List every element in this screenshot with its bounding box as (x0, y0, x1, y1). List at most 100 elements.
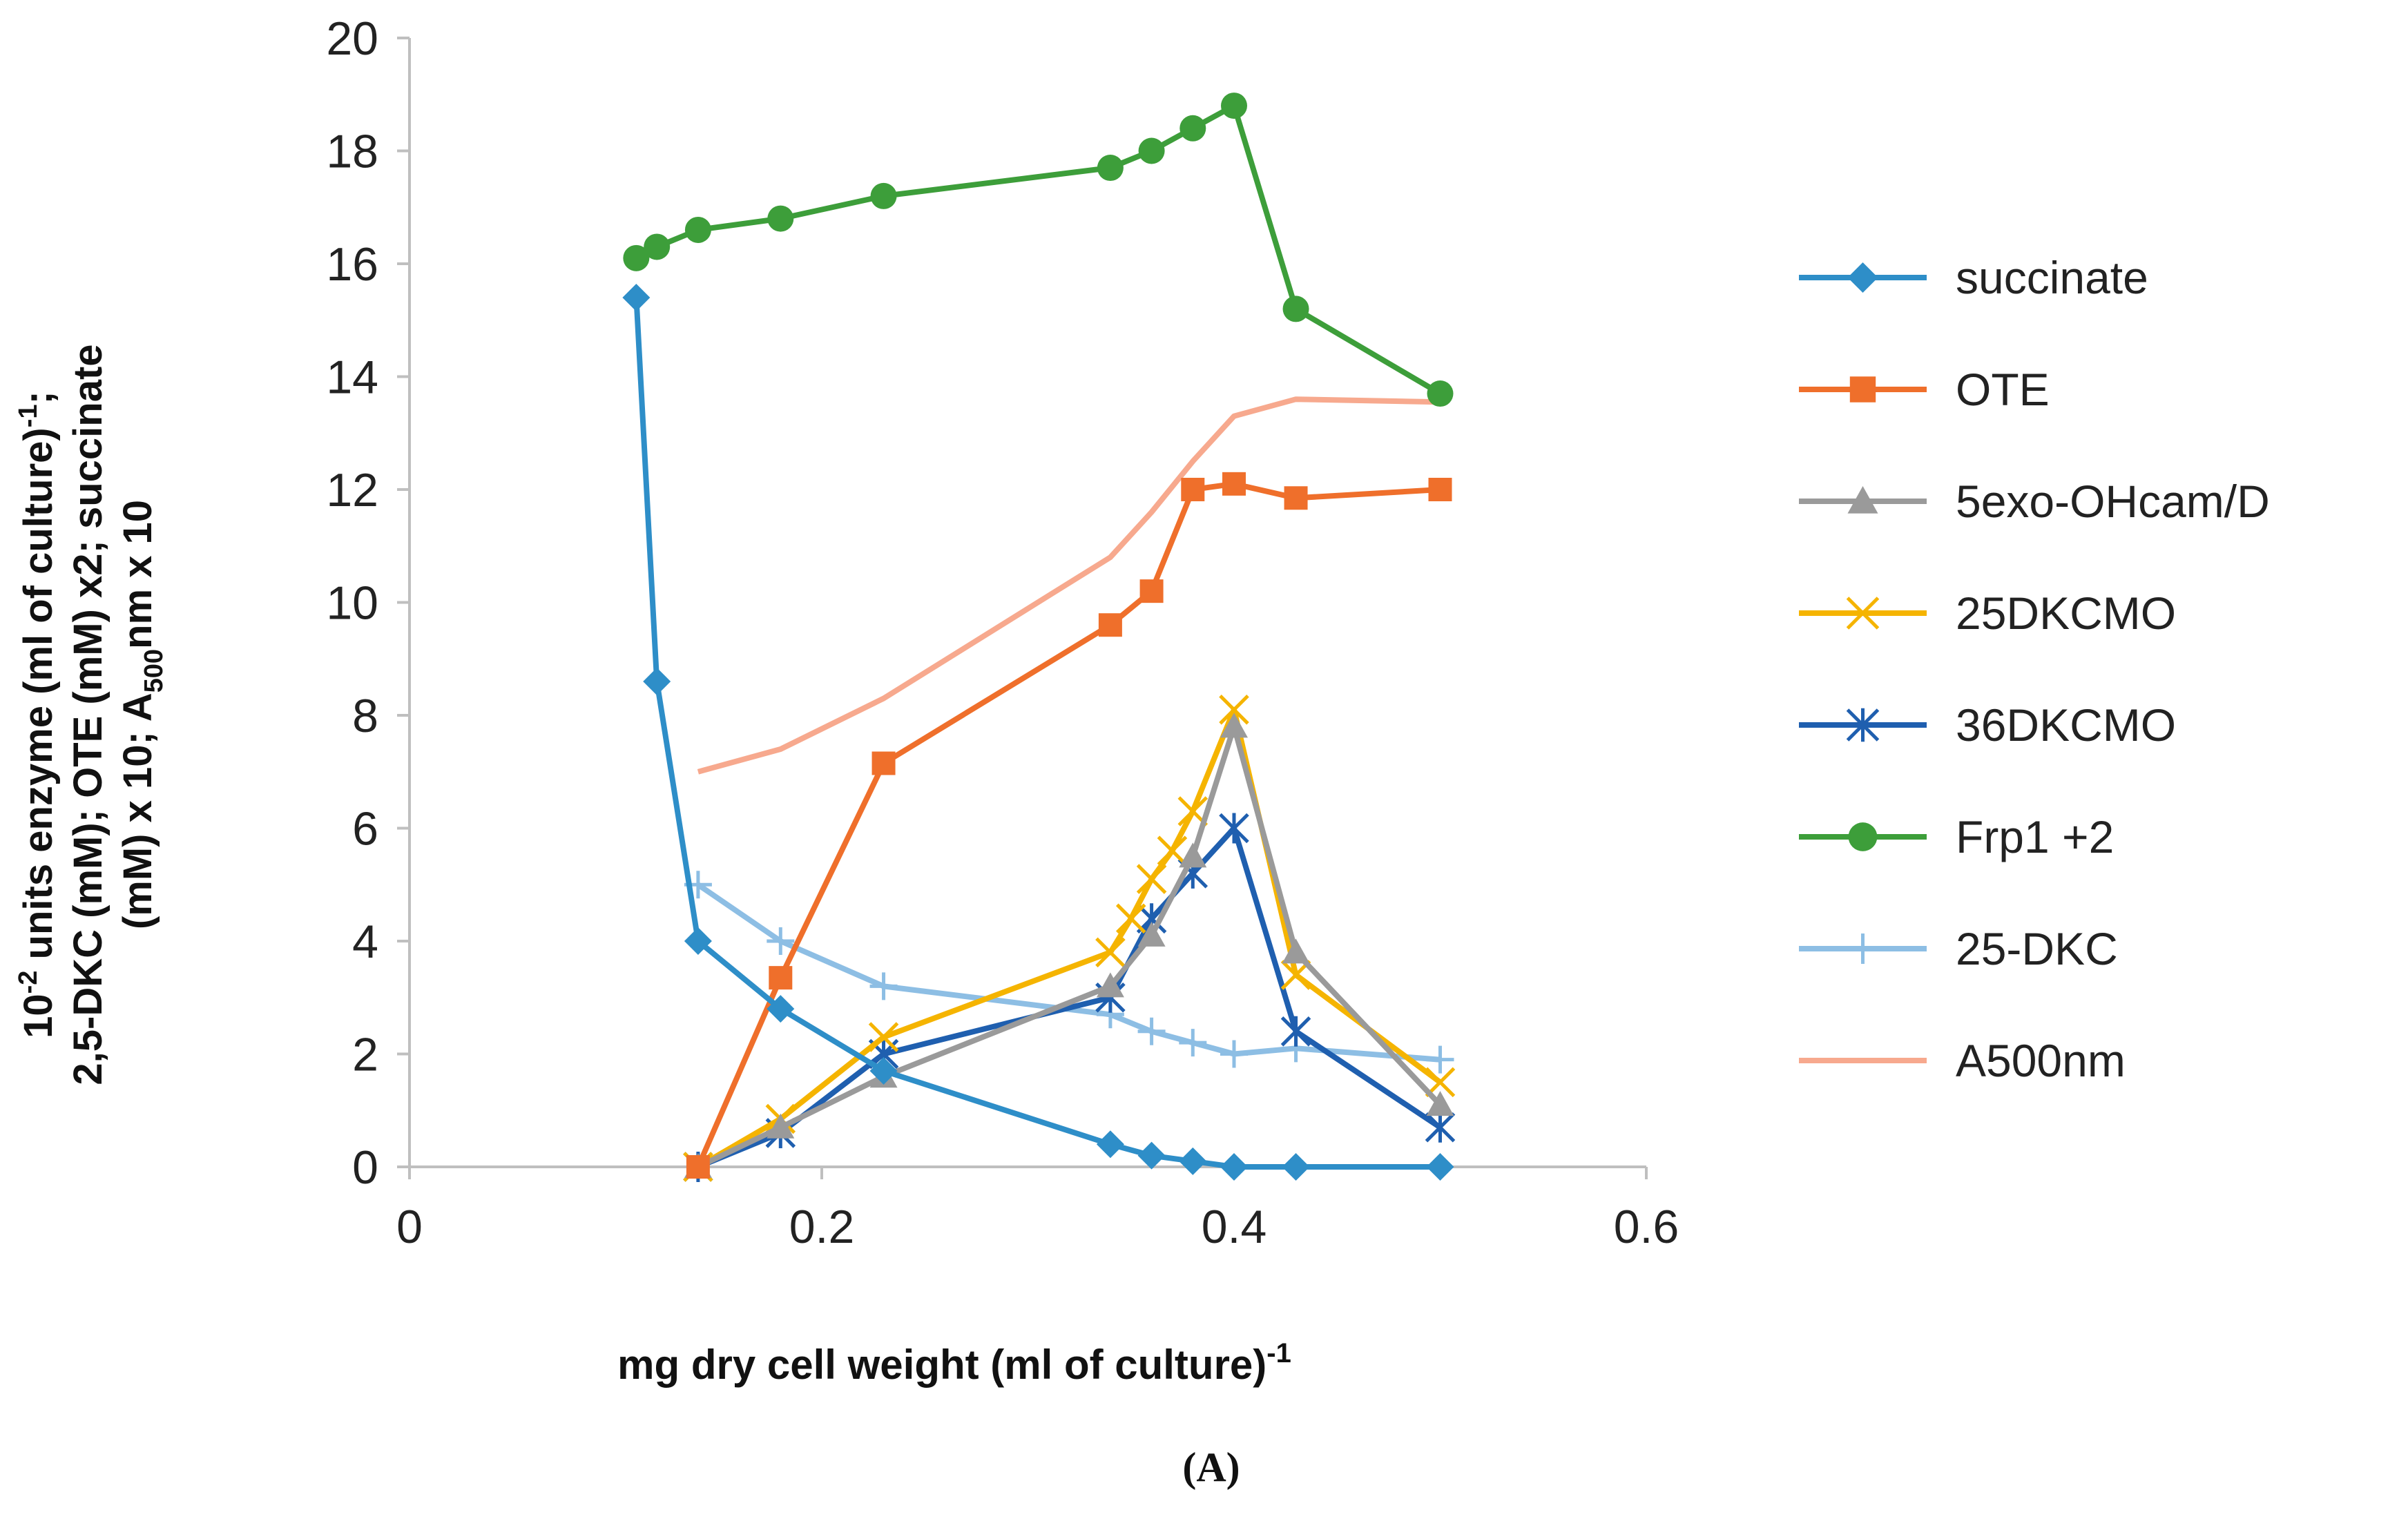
legend-item: 36DKCMO (1799, 699, 2176, 751)
y-axis-label-sup1: -2 (14, 971, 43, 994)
legend-item: 5exo-OHcam/D (1799, 476, 2270, 527)
square-marker (1139, 579, 1164, 603)
y-axis-label: 10-2 units enzyme (ml of culture)-1; 2,5… (14, 344, 168, 1085)
y-tick-label: 4 (352, 916, 378, 968)
triangle-marker (1179, 842, 1207, 868)
y-tick-label: 10 (326, 577, 378, 630)
y-tick-label: 6 (352, 803, 378, 855)
series-line-25-dkc (696, 882, 1441, 1063)
triangle-marker (1220, 713, 1248, 738)
circle-marker (644, 233, 671, 260)
legend-item: 25-DKC (1799, 923, 2118, 974)
series-25-dkc (684, 871, 1454, 1074)
plus-marker (1426, 1045, 1454, 1074)
series-5exo-ohcam-d (684, 713, 1454, 1178)
y-tick-label: 2 (352, 1029, 378, 1081)
diamond-marker (1847, 262, 1878, 293)
asterisk-marker (1219, 813, 1249, 844)
series-layer (622, 93, 1456, 1182)
circle-marker (870, 182, 897, 209)
diamond-marker (1137, 1141, 1166, 1170)
legend-item: 25DKCMO (1799, 588, 2176, 639)
legend-item: succinate (1799, 252, 2148, 303)
square-marker (686, 1155, 710, 1179)
y-axis-label-line3: (mM) x 10; A500nm x 10 (115, 500, 168, 929)
asterisk-marker (1280, 1016, 1311, 1047)
x-tick-label: 0 (396, 1201, 423, 1253)
legend-label: 25-DKC (1956, 923, 2118, 974)
y-axis-label-sub: 500 (139, 649, 168, 693)
circle-marker (1427, 380, 1454, 407)
x-marker (868, 1022, 899, 1052)
legend-label: A500nm (1956, 1035, 2126, 1086)
y-axis-label-line3-end: nm x 10 (115, 500, 160, 649)
x-tick-label: 0.4 (1202, 1201, 1267, 1253)
y-tick-label: 20 (326, 12, 378, 65)
x-marker (1219, 695, 1249, 725)
y-axis-label-line2: 2,5-DKC (mM); OTE (mM) x2; succinate (66, 344, 110, 1085)
square-marker (769, 966, 793, 990)
circle-marker (1097, 155, 1124, 182)
diamond-marker (869, 1057, 898, 1085)
x-tick-label: 0.6 (1614, 1201, 1679, 1253)
asterisk-marker (1846, 708, 1880, 742)
square-marker (1849, 376, 1876, 403)
triangle-marker (1137, 921, 1166, 947)
square-marker (1428, 478, 1452, 501)
y-axis-label-line1-text: units enzyme (ml of culture) (16, 427, 61, 970)
triangle-marker (1847, 486, 1878, 514)
triangle-marker (767, 1113, 795, 1139)
x-marker (1115, 903, 1146, 934)
y-tick-label: 18 (326, 126, 378, 178)
diamond-marker (1426, 1153, 1454, 1181)
series-ote (686, 472, 1452, 1179)
x-ticks: 0 0.2 0.4 0.6 (396, 1167, 1679, 1253)
y-tick-label: 12 (326, 464, 378, 516)
plus-marker (1179, 1029, 1207, 1057)
circle-marker (1221, 93, 1247, 119)
legend-item: OTE (1799, 364, 2050, 415)
x-axis-label-sup: -1 (1266, 1338, 1291, 1368)
series-a500nm (697, 396, 1441, 775)
x-marker (1157, 835, 1188, 866)
diamond-marker (1179, 1147, 1207, 1175)
diamond-marker (684, 927, 712, 955)
diamond-marker (1220, 1153, 1248, 1181)
y-tick-label: 8 (352, 690, 378, 742)
legend: succinate OTE 5exo-OHcam/D 25DKCMO 36DKCMO Fr… (1799, 252, 2270, 1086)
diamond-marker (622, 284, 651, 312)
square-marker (1222, 472, 1246, 496)
series-succinate (622, 284, 1454, 1181)
square-marker (871, 751, 896, 775)
x-marker (1095, 937, 1126, 968)
legend-item: A500nm (1799, 1035, 2126, 1086)
series-frp1-2 (623, 93, 1454, 407)
plus-marker (1220, 1040, 1248, 1068)
axes: 0 0.2 0.4 0.6 0 2 4 6 8 10 12 14 16 18 20 (326, 12, 1679, 1253)
plus-marker (869, 972, 898, 1000)
circle-marker (1848, 822, 1878, 851)
asterisk-marker (1425, 1112, 1456, 1143)
plus-marker (767, 927, 795, 955)
legend-label: succinate (1956, 252, 2148, 303)
diamond-marker (1282, 1153, 1310, 1181)
circle-marker (1179, 115, 1206, 142)
y-axis-label-line1-end: ; (16, 391, 61, 404)
y-tick-label: 16 (326, 238, 378, 291)
diamond-marker (767, 995, 795, 1023)
series-line-a500nm (697, 396, 1441, 775)
legend-item: Frp1 +2 (1799, 811, 2114, 862)
square-marker (1181, 478, 1205, 501)
y-axis-label-line1: 10-2 units enzyme (ml of culture)-1; (14, 391, 61, 1038)
legend-label: Frp1 +2 (1956, 811, 2114, 862)
series-line-frp1-2 (635, 103, 1442, 396)
x-axis-label-text: mg dry cell weight (ml of culture) (617, 1342, 1266, 1388)
legend-label: 25DKCMO (1956, 588, 2176, 639)
square-marker (1098, 613, 1122, 637)
legend-label: OTE (1956, 364, 2050, 415)
circle-marker (767, 205, 794, 232)
triangle-marker (1282, 938, 1310, 964)
y-tick-label: 0 (352, 1141, 378, 1194)
y-axis-label-line3-start: (mM) x 10; A (115, 693, 160, 929)
y-tick-label: 14 (326, 351, 378, 404)
